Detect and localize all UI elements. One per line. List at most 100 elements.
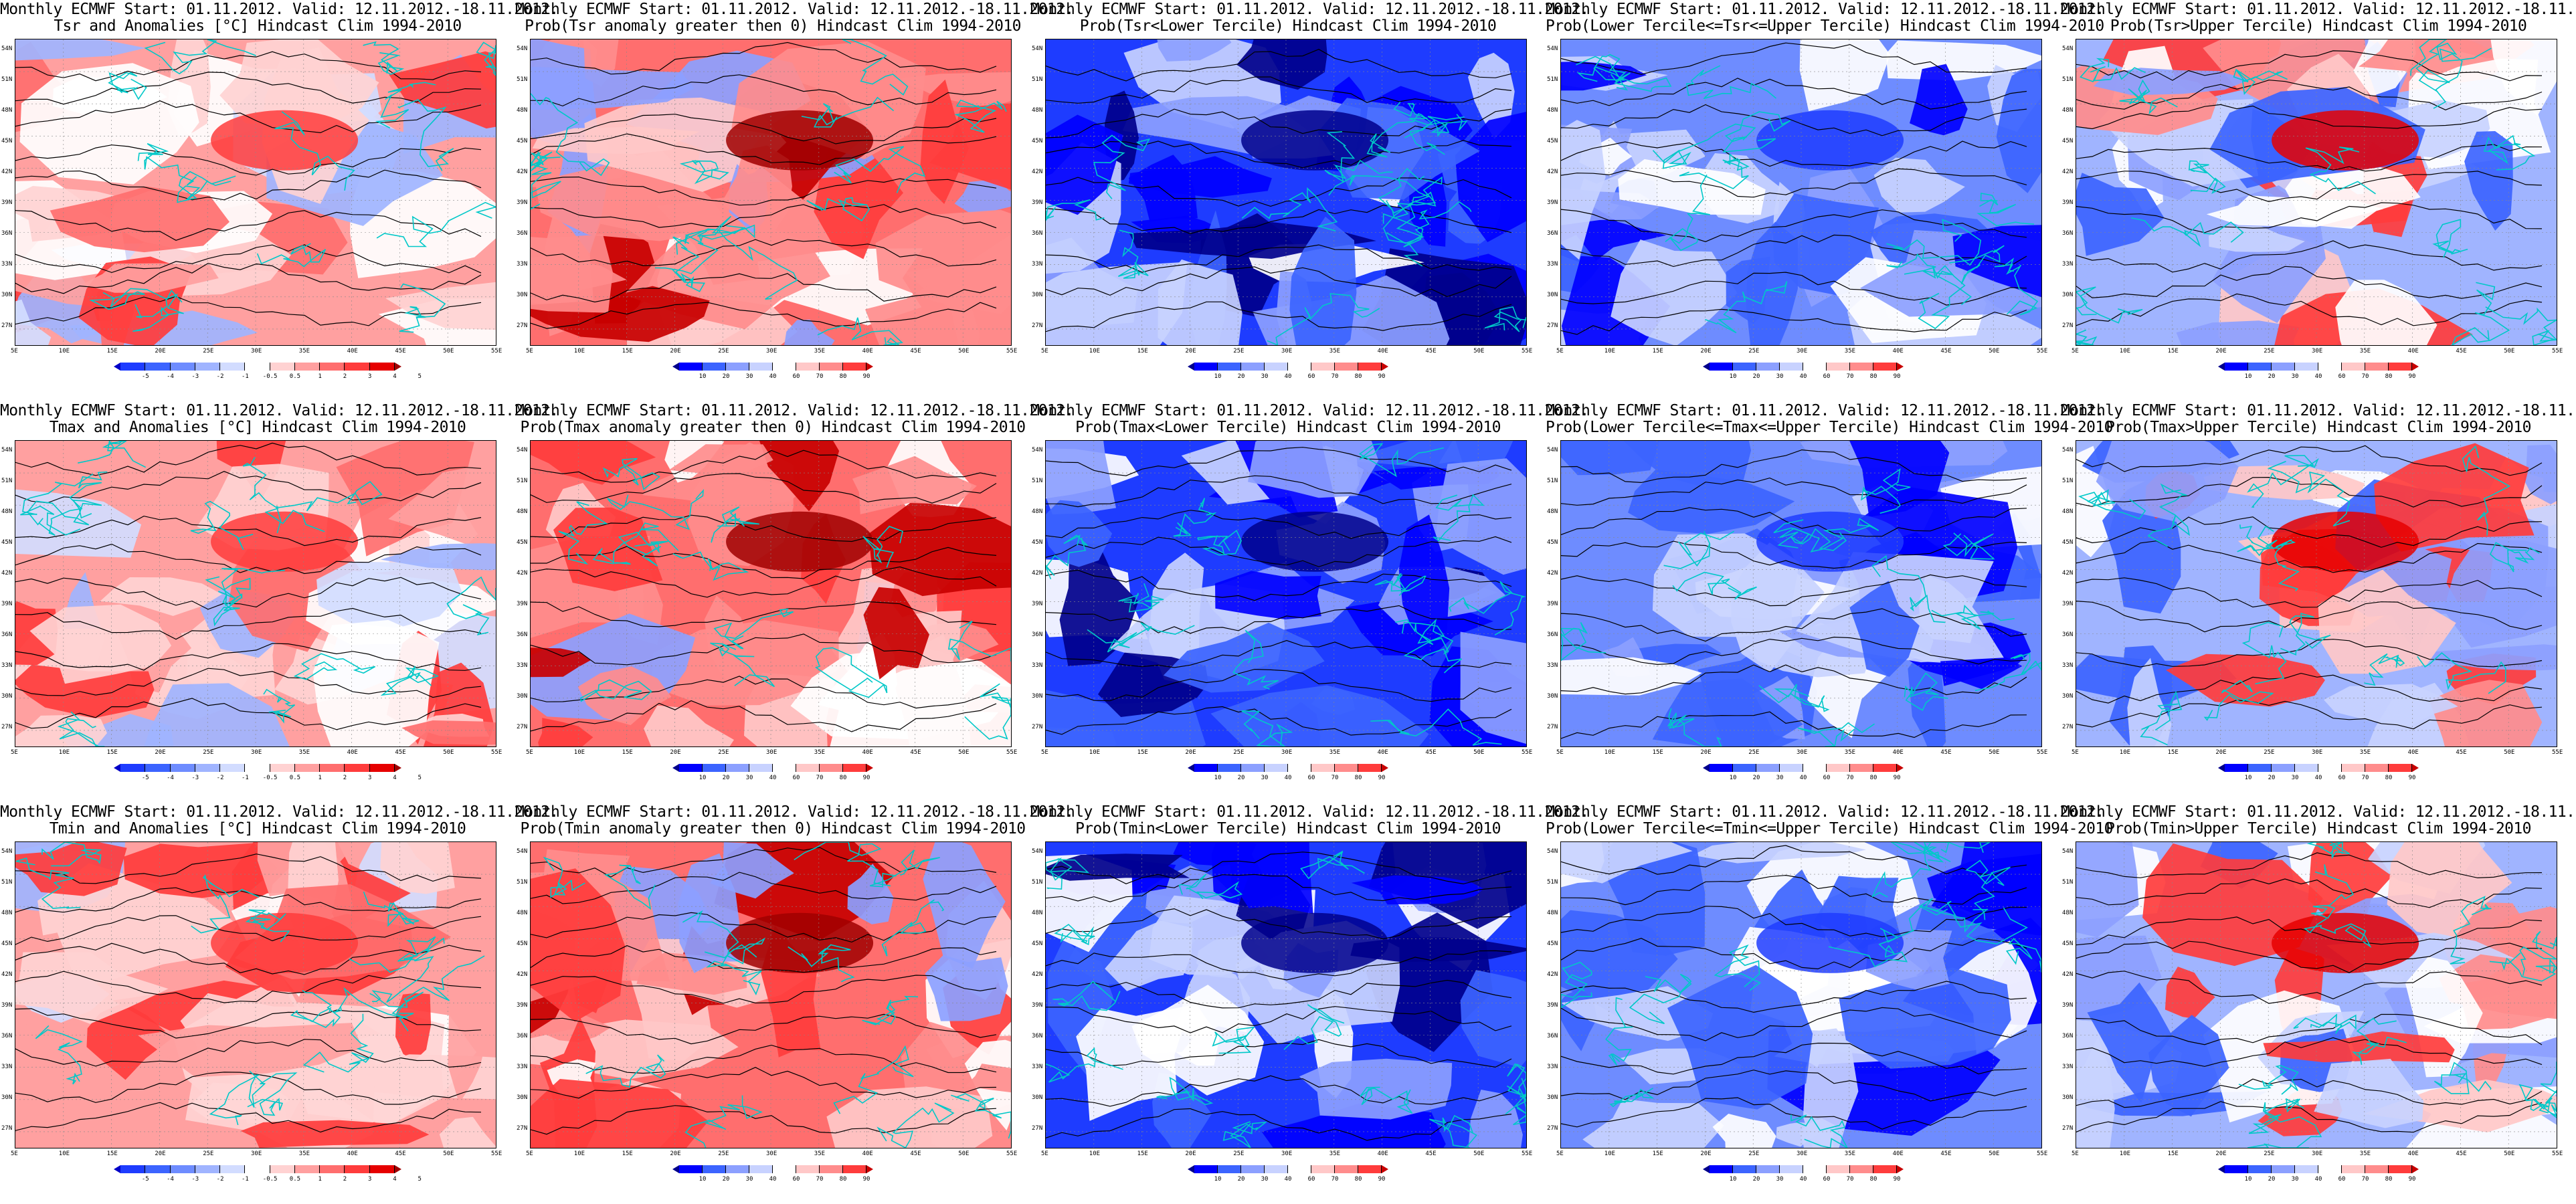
contour-line	[2076, 293, 2543, 326]
colorbar-label: 40	[1799, 1176, 1807, 1183]
lat-label: 27N	[1032, 1125, 1043, 1132]
colorbar-labels: 10 20 30 40 60 70 80 90	[672, 373, 873, 381]
coastline	[1994, 258, 2039, 316]
lat-label: 39N	[1547, 199, 1558, 206]
coastline	[190, 500, 254, 550]
lat-label: 45N	[1032, 940, 1043, 947]
lon-label: 55E	[2037, 1150, 2048, 1157]
shaded-region	[830, 661, 1011, 746]
lon-label: 10E	[1604, 749, 1616, 756]
lon-label: 45E	[395, 749, 406, 756]
colorbar-label: 40	[2314, 373, 2322, 380]
coastline	[2483, 134, 2536, 171]
coastline	[1178, 874, 1243, 900]
colorbar-label: 60	[792, 775, 800, 781]
shaded-region	[15, 489, 142, 558]
contour-line	[2076, 940, 2543, 973]
lon-label: 50E	[1989, 1150, 2000, 1157]
coastline	[1828, 928, 1908, 968]
lon-label: 25E	[1233, 749, 1245, 756]
panel-title-line2: Prob(Lower Tercile<=Tsr<=Upper Tercile) …	[1546, 17, 2104, 35]
lat-label: 27N	[517, 322, 528, 329]
shaded-region	[1611, 239, 1738, 345]
shaded-region	[1046, 114, 1123, 215]
colorbar-label: 60	[2338, 373, 2346, 380]
colorbar-label: 30	[1261, 1176, 1269, 1183]
shaded-region	[29, 604, 172, 684]
panel-title-line2: Tmax and Anomalies [°C] Hindcast Clim 19…	[49, 419, 466, 436]
lon-label: 50E	[1473, 348, 1485, 355]
coastline	[585, 1054, 666, 1088]
lon-label: 35E	[814, 749, 826, 756]
coastline	[290, 989, 341, 1028]
colorbar-cell	[1194, 764, 1218, 772]
lon-label: 55E	[1006, 348, 1018, 355]
colorbar-labels: 10 20 30 40 60 70 80 90	[1188, 1176, 1388, 1184]
lon-label: 15E	[622, 749, 633, 756]
coastline	[375, 82, 436, 129]
lat-label: 30N	[1547, 292, 1558, 298]
colorbar-cell	[2272, 764, 2295, 772]
lat-label: 36N	[517, 1033, 528, 1039]
coastline	[2238, 1065, 2299, 1095]
colorbar-label: 90	[2408, 1176, 2416, 1183]
lat-label: 48N	[1, 508, 13, 515]
contour-line	[531, 176, 997, 206]
colorbar-cell	[1850, 363, 1873, 371]
coastline	[1576, 56, 1672, 92]
map-area	[530, 440, 1012, 747]
shaded-region	[2076, 445, 2115, 558]
colorbar-cell	[2225, 1165, 2248, 1173]
map-area	[1560, 841, 2042, 1148]
coastline	[1449, 581, 1526, 635]
map-area	[1045, 39, 1527, 346]
shaded-region	[2324, 684, 2458, 727]
colorbar-label: 60	[1823, 1176, 1831, 1183]
colorbar-cell	[1218, 764, 1241, 772]
colorbar-label: 30	[1776, 1176, 1784, 1183]
lat-label: 30N	[517, 693, 528, 700]
colorbar	[2218, 1165, 2419, 1173]
coastline	[2233, 68, 2288, 95]
lon-label: 25E	[2264, 1150, 2275, 1157]
coastline	[2450, 896, 2492, 965]
lon-label: 50E	[958, 1150, 970, 1157]
colorbar-label: 80	[1354, 1176, 1362, 1183]
shaded-region	[531, 441, 656, 485]
coastline	[531, 150, 561, 177]
shaded-region	[965, 1064, 1011, 1093]
coastline	[2433, 42, 2492, 109]
lat-label: 27N	[517, 1125, 528, 1132]
lat-label: 45N	[1547, 138, 1558, 144]
lon-label: 20E	[1700, 1150, 1712, 1157]
lon-label: 30E	[766, 749, 777, 756]
lat-label: 27N	[1032, 322, 1043, 329]
colorbar-labels: 10 20 30 40 60 70 80 90	[1188, 775, 1388, 783]
lat-label: 51N	[1547, 478, 1558, 484]
colorbar-cell	[170, 1165, 195, 1173]
lat-label: 27N	[1547, 724, 1558, 730]
colorbar-label: 10	[699, 775, 707, 781]
coastline	[1087, 622, 1195, 653]
coastline	[1093, 134, 1150, 199]
lon-label: 20E	[670, 1150, 681, 1157]
contour-line	[15, 1008, 482, 1039]
coastline	[1952, 907, 2029, 945]
contour-line	[15, 607, 482, 640]
coastline	[2518, 1084, 2557, 1118]
coastline	[794, 842, 891, 887]
colorbar-label: 70	[1846, 373, 1854, 380]
shaded-region	[1046, 500, 1113, 567]
coastline	[397, 99, 454, 172]
lat-label: 30N	[1032, 1094, 1043, 1101]
colorbar-label: -3	[191, 373, 199, 380]
lat-label: 45N	[517, 940, 528, 947]
coastline	[2005, 938, 2041, 973]
lat-label: 27N	[1032, 724, 1043, 730]
lon-label: 40E	[2407, 348, 2419, 355]
contour-line	[1561, 1007, 2027, 1041]
colorbar-cell	[145, 1165, 171, 1173]
colorbar-cell	[843, 1165, 866, 1173]
panel-title: Monthly ECMWF Start: 01.11.2012. Valid: …	[0, 403, 559, 436]
colorbar-cell	[1756, 764, 1780, 772]
